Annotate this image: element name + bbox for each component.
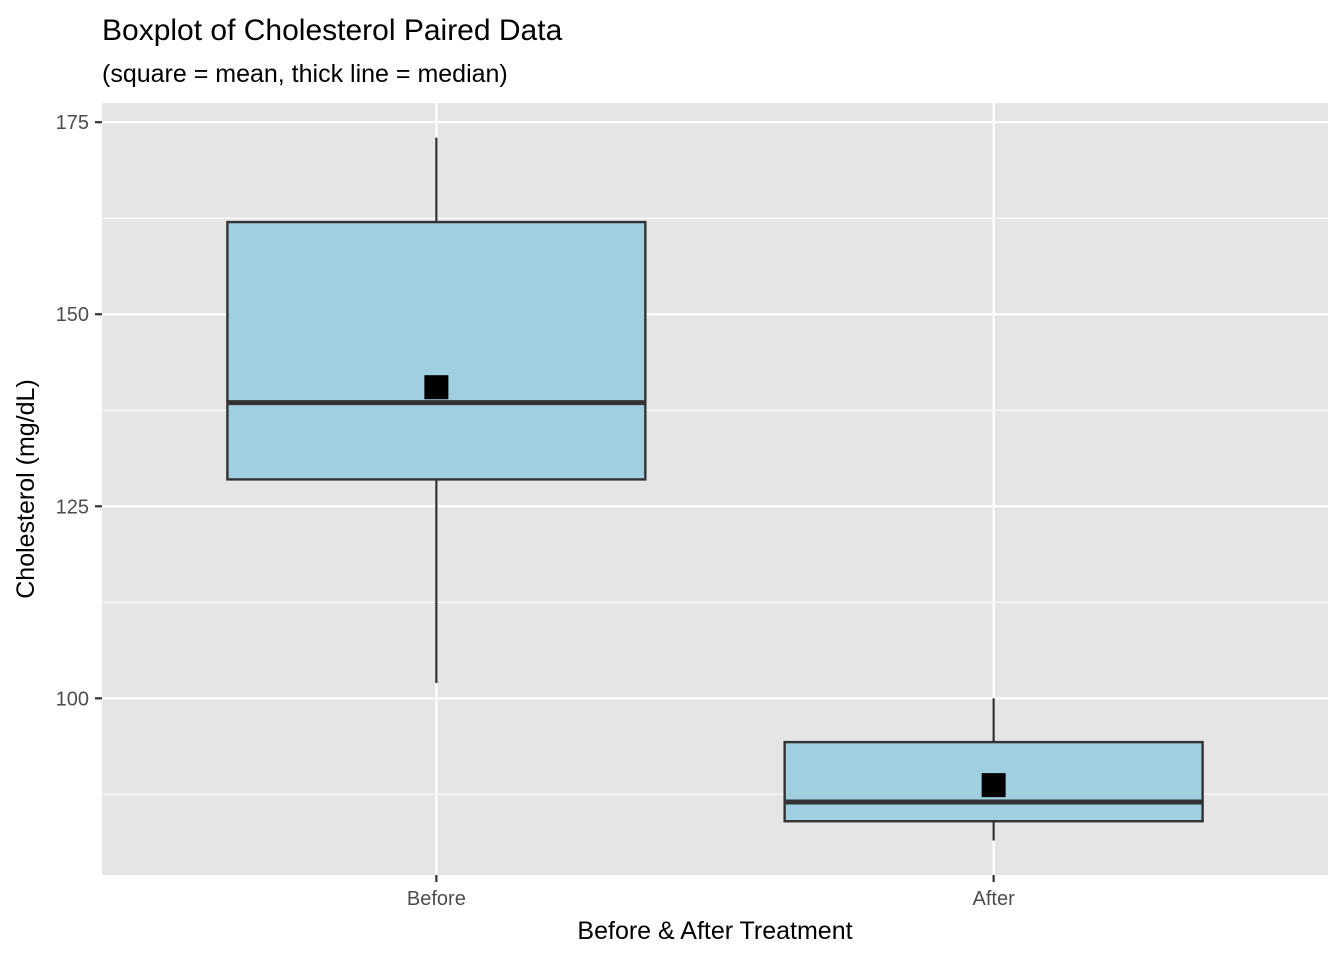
mean-marker bbox=[981, 773, 1006, 798]
x-tick-label: Before bbox=[407, 888, 466, 910]
mean-marker bbox=[424, 375, 449, 400]
box-after bbox=[783, 698, 1204, 841]
boxes bbox=[226, 137, 1204, 841]
chart-subtitle: (square = mean, thick line = median) bbox=[102, 60, 508, 88]
iqr-box bbox=[226, 220, 647, 481]
box-before bbox=[226, 137, 647, 683]
y-tick-label: 150 bbox=[56, 304, 89, 326]
x-tick-label: After bbox=[973, 888, 1016, 910]
x-axis-label: Before & After Treatment bbox=[577, 917, 852, 945]
chart-title: Boxplot of Cholesterol Paired Data bbox=[102, 14, 563, 47]
axes: 100 125 150 175 Before After bbox=[56, 112, 1015, 910]
y-tick-label: 100 bbox=[56, 688, 89, 710]
y-axis-label: Cholesterol (mg/dL) bbox=[12, 379, 40, 599]
y-tick-label: 175 bbox=[56, 112, 89, 134]
y-tick-label: 125 bbox=[56, 496, 89, 518]
